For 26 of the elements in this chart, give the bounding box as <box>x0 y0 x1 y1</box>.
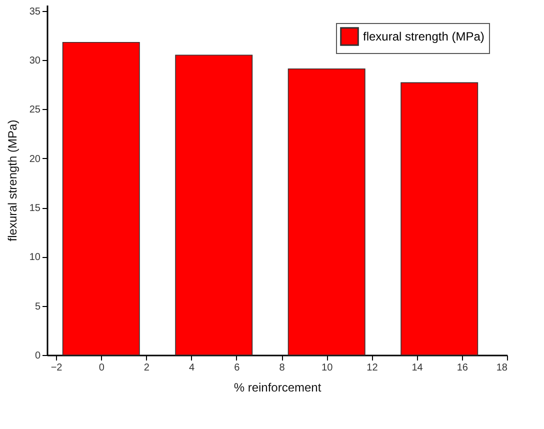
y-tick-label: 35 <box>29 6 41 18</box>
y-tick-label: 5 <box>34 301 41 312</box>
y-axis-title: flexural strength (MPa) <box>5 120 20 242</box>
y-tick-label: 0 <box>34 350 41 362</box>
bar <box>175 54 253 356</box>
legend-label: flexural strength (MPa) <box>363 30 484 44</box>
y-tick-label: 20 <box>29 154 41 165</box>
x-tick-label: 6 <box>234 362 240 374</box>
y-tick-label: 15 <box>29 203 41 214</box>
bar <box>400 82 478 356</box>
y-tick-label: 30 <box>29 56 41 67</box>
bar <box>62 42 140 356</box>
bar <box>288 68 366 356</box>
x-tick-label: 0 <box>98 362 105 374</box>
x-axis-title: % reinforcement <box>234 380 322 394</box>
x-tick-label: 18 <box>496 362 508 374</box>
x-tick-label: 14 <box>412 362 424 374</box>
y-tick-label: 25 <box>29 104 41 116</box>
x-tick-label: −2 <box>50 362 63 374</box>
x-tick-label: 10 <box>322 362 334 374</box>
x-tick-label: 4 <box>189 362 196 374</box>
x-tick-label: 2 <box>144 362 150 374</box>
y-tick-label: 10 <box>29 252 41 264</box>
x-tick-label: 12 <box>366 362 378 374</box>
x-tick-label: 8 <box>279 362 286 374</box>
x-tick-label: 16 <box>456 362 468 374</box>
